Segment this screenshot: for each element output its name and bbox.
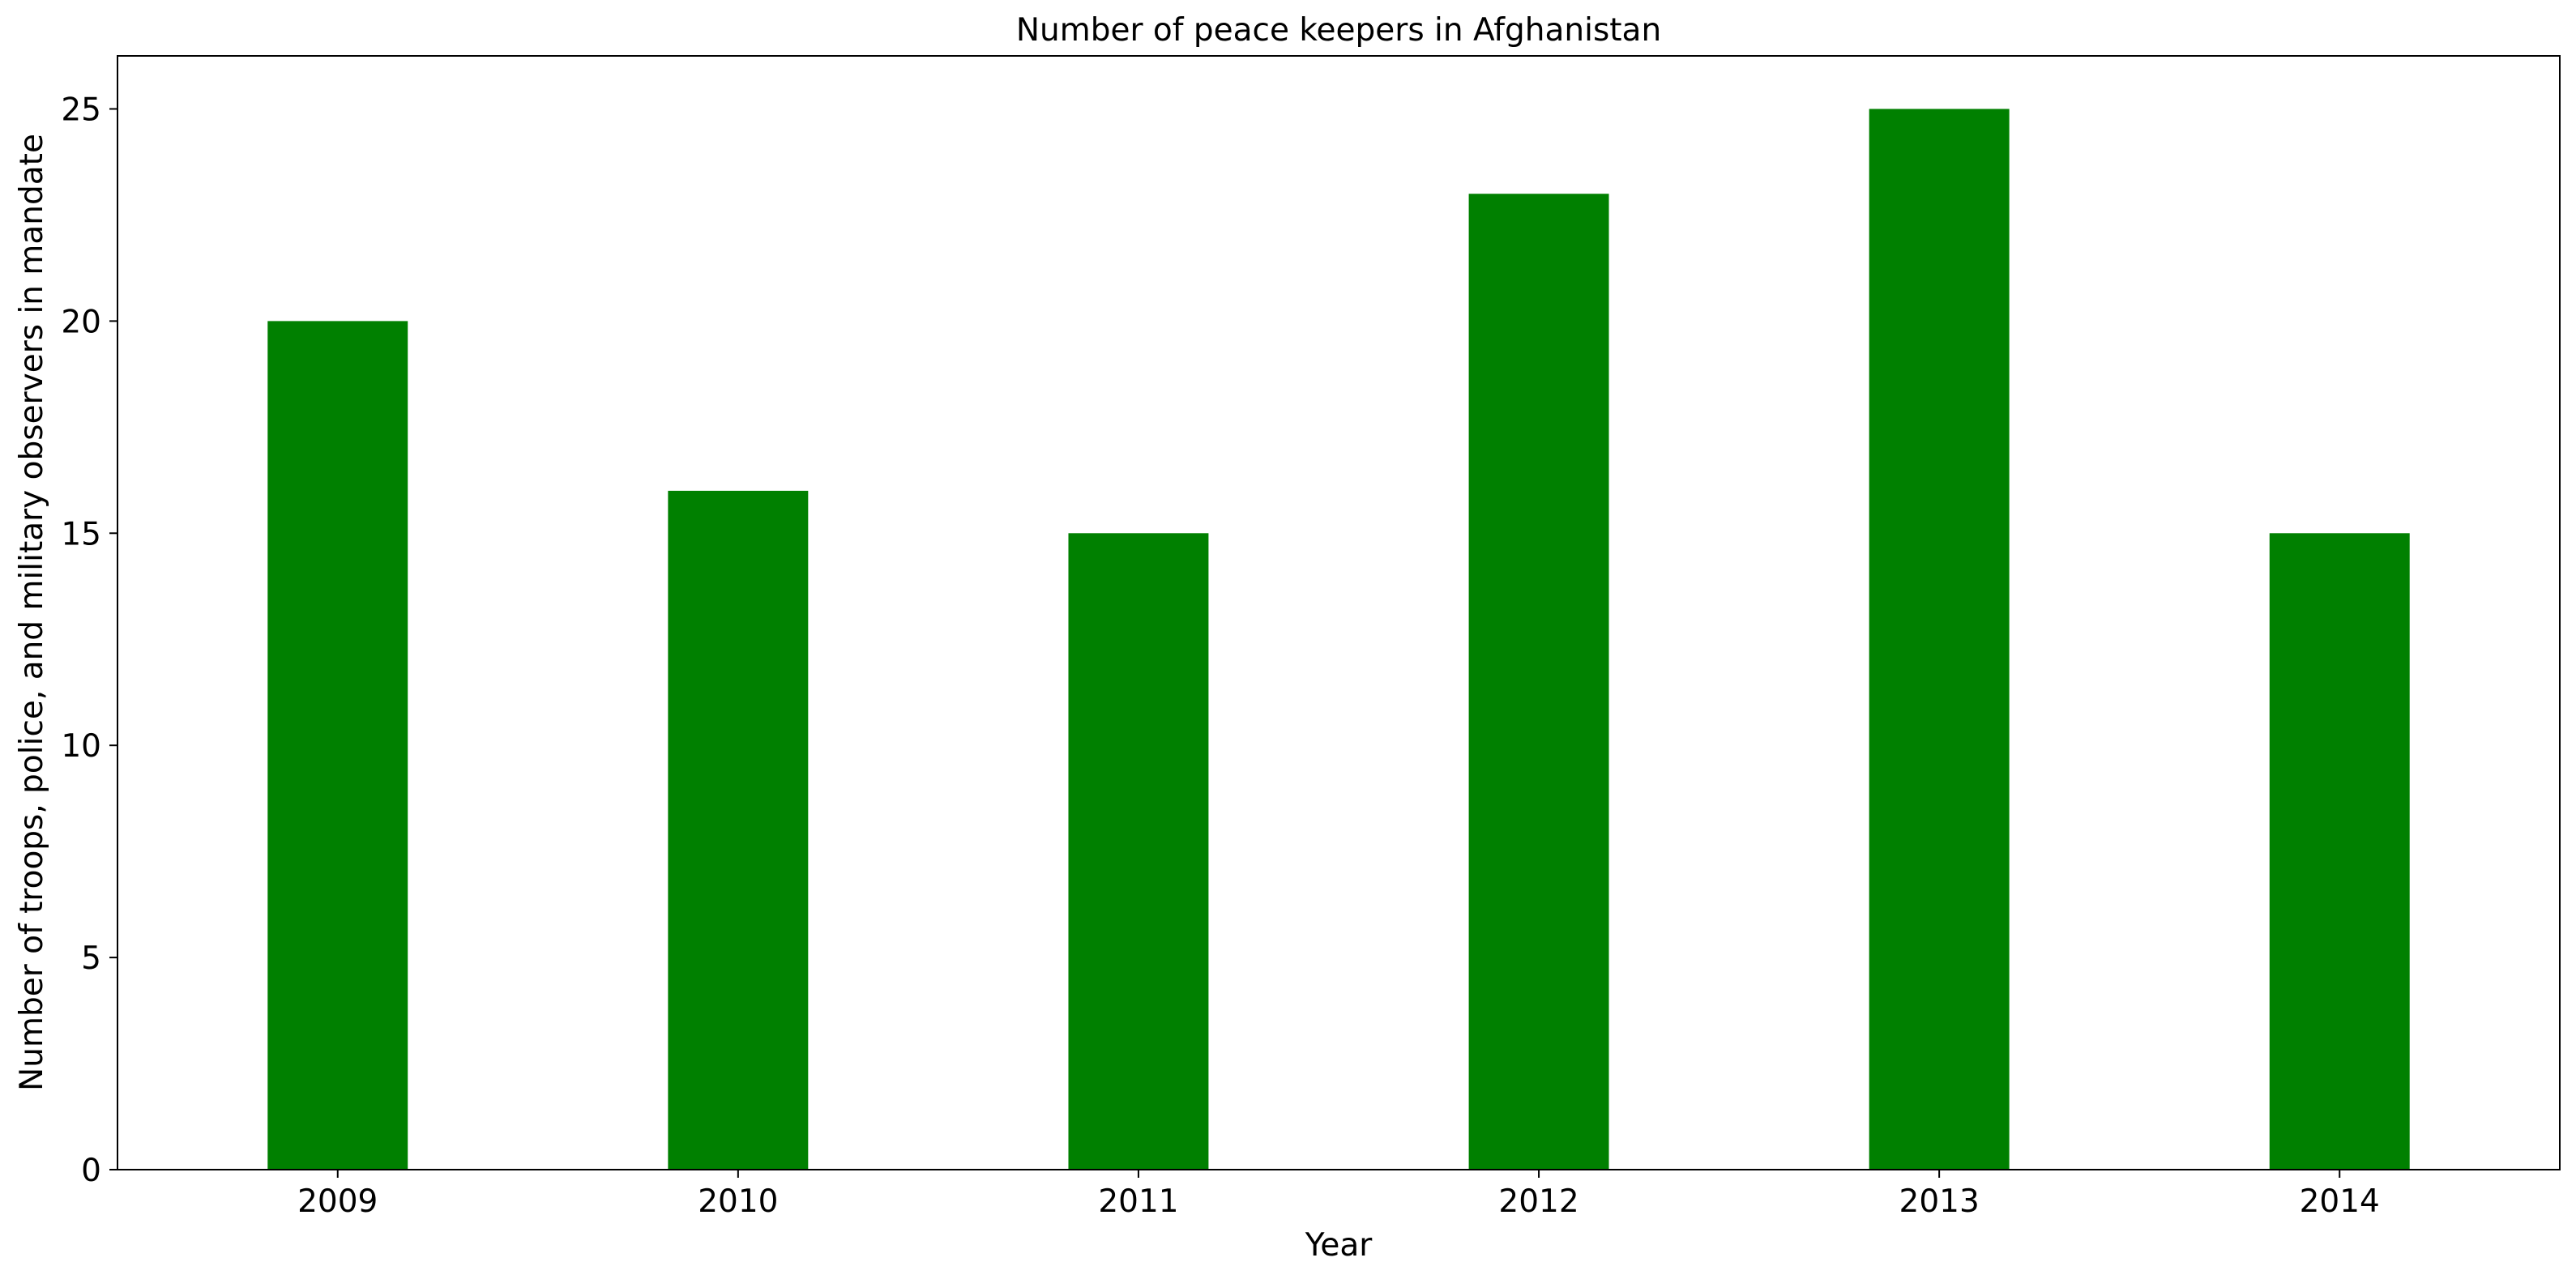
y-tick-label: 0	[81, 1153, 101, 1189]
x-tick-label: 2009	[297, 1183, 378, 1220]
plot-area-frame	[117, 55, 2561, 1170]
x-axis: 2009 2010 2011 2012 2013 2014	[297, 1170, 2380, 1220]
bar-2010	[668, 490, 809, 1170]
x-tick-label: 2010	[698, 1183, 778, 1220]
bar-2012	[1468, 194, 1609, 1170]
x-tick-label: 2014	[2300, 1183, 2380, 1220]
y-tick-label: 10	[61, 728, 101, 765]
bar-2009	[267, 321, 408, 1170]
y-axis-label: Number of troops, police, and military o…	[14, 134, 50, 1091]
y-tick-label: 15	[61, 516, 101, 552]
x-tick-label: 2011	[1098, 1183, 1178, 1220]
x-tick-label: 2013	[1899, 1183, 1980, 1220]
y-axis: 0 5 10 15 20 25	[61, 92, 117, 1189]
y-tick-label: 20	[61, 304, 101, 340]
bars-group	[267, 109, 2410, 1170]
y-tick-label: 5	[81, 940, 101, 977]
bar-2014	[2269, 533, 2410, 1170]
bar-2013	[1869, 109, 2010, 1170]
bar-2011	[1068, 533, 1209, 1170]
x-axis-label: Year	[1305, 1227, 1373, 1264]
chart-title: Number of peace keepers in Afghanistan	[1016, 12, 1661, 49]
y-tick-label: 25	[61, 92, 101, 128]
x-tick-label: 2012	[1498, 1183, 1578, 1220]
